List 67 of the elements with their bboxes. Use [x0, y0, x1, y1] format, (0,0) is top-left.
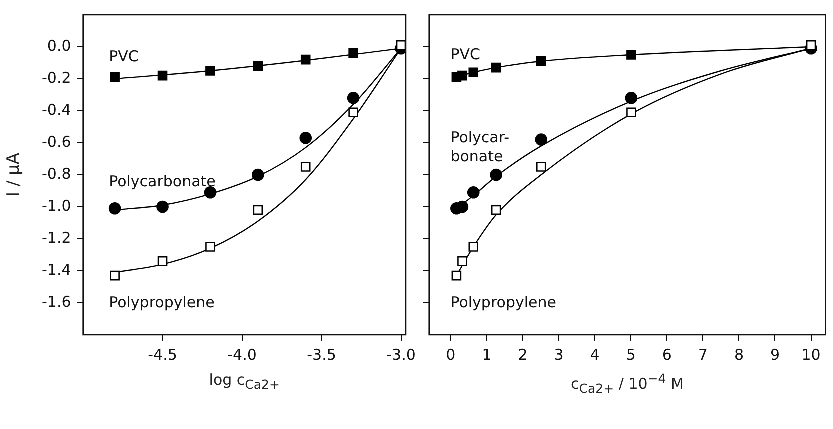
point: [626, 108, 636, 118]
series-label: Polypropylene: [450, 294, 556, 312]
point: [491, 62, 502, 73]
y-tick-label: -0.8: [42, 164, 72, 183]
point: [452, 270, 462, 281]
point: [300, 162, 311, 172]
point: [110, 270, 120, 281]
point: [468, 242, 479, 252]
point: [156, 200, 169, 214]
x-axis-title: c$_{Ca2+}$ / 10$^{−4}$ M: [571, 371, 684, 396]
point: [348, 48, 358, 58]
x-tick-label: 5: [626, 346, 636, 364]
x-tick-label: -3.0: [386, 346, 416, 364]
point: [536, 162, 546, 172]
y-tick-label: -0.2: [42, 68, 72, 87]
point: [348, 108, 358, 118]
point: [535, 134, 548, 146]
y-tick-label: -1.0: [42, 196, 72, 215]
x-tick-label: -4.5: [148, 346, 178, 364]
point: [253, 61, 264, 72]
point: [110, 72, 120, 82]
y-tick-label: -1.4: [42, 260, 72, 279]
point: [108, 202, 122, 215]
y-tick-label: -0.6: [42, 132, 72, 151]
point: [536, 56, 546, 66]
y-axis-title: I / μA: [4, 153, 24, 197]
y-tick-label: 0.0: [47, 36, 72, 55]
point: [206, 66, 216, 76]
point: [396, 40, 406, 50]
series-label: PVC: [450, 45, 480, 64]
point: [458, 70, 468, 81]
x-tick-label: 3: [554, 346, 564, 364]
x-tick-label: 2: [518, 346, 528, 364]
point: [347, 92, 360, 104]
y-tick-label: -1.6: [42, 292, 72, 311]
x-tick-label: 4: [590, 346, 600, 364]
x-tick-label: 8: [734, 346, 744, 364]
series-label: Polycarbonate: [109, 172, 216, 190]
y-tick-label: -1.2: [42, 228, 72, 247]
x-tick-label: 9: [770, 346, 780, 364]
point: [458, 256, 468, 266]
point: [468, 68, 479, 78]
x-tick-label: -4.0: [228, 346, 257, 364]
x-tick-label: 1: [482, 346, 492, 364]
y-tick-label: -0.4: [42, 100, 72, 119]
point: [625, 92, 638, 104]
point: [300, 132, 312, 144]
series-label: Polypropylene: [109, 294, 215, 312]
point: [206, 242, 216, 252]
point: [158, 256, 168, 266]
x-tick-label: 10: [802, 346, 821, 364]
x-tick-label: 6: [662, 346, 672, 364]
point: [806, 40, 816, 50]
series-label: PVC: [109, 47, 139, 66]
x-tick-label: -3.5: [307, 346, 336, 364]
point: [158, 70, 168, 81]
x-tick-label: 0: [446, 346, 456, 364]
x-tick-label: 7: [698, 346, 708, 364]
point: [467, 186, 480, 199]
point: [626, 50, 636, 60]
x-axis-title: log c$_{Ca2+}$: [209, 371, 280, 392]
series-label: Polycar- bonate: [450, 128, 510, 166]
point: [491, 205, 502, 216]
point: [300, 54, 311, 65]
point: [490, 168, 502, 182]
point: [252, 168, 264, 182]
point: [253, 205, 264, 216]
